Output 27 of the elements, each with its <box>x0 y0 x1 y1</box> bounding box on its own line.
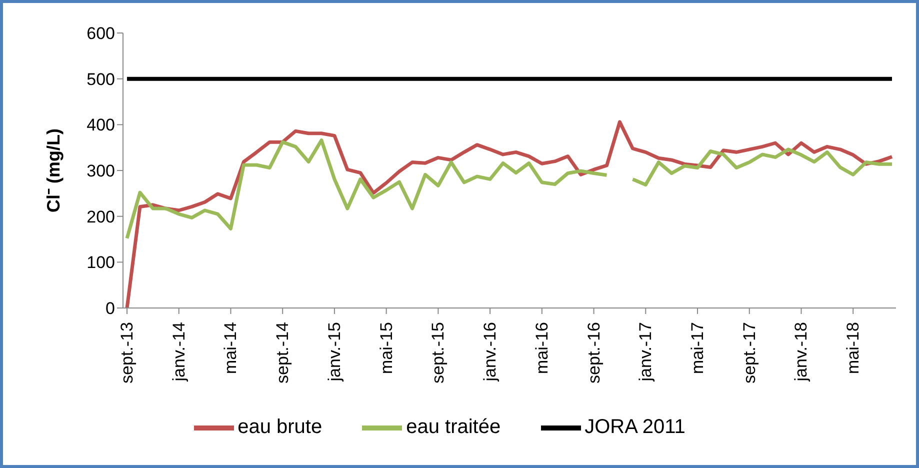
y-tick-label: 200 <box>86 207 115 226</box>
x-tick-label: sept.-14 <box>273 322 292 384</box>
y-tick-label: 400 <box>86 116 115 135</box>
x-tick-label: janv.-15 <box>324 322 344 382</box>
x-tick-label: janv.-17 <box>636 322 656 382</box>
x-tick-label: sept.-17 <box>740 322 759 384</box>
y-axis-title: Cl⁻ (mg/L) <box>43 128 64 212</box>
legend-label: eau traitée <box>406 416 501 438</box>
line-series <box>125 120 894 308</box>
y-tick-label: 0 <box>106 299 115 318</box>
y-tick-label: 500 <box>86 70 115 89</box>
x-tick-label: mai-14 <box>221 322 240 374</box>
x-tick-label: sept.-16 <box>584 322 604 384</box>
legend-label: JORA 2011 <box>584 416 686 438</box>
x-tick-label: sept.-13 <box>118 322 136 384</box>
x-tick-label: sept.-15 <box>428 322 448 384</box>
y-tick-label: 300 <box>86 162 115 181</box>
y-tick-label: 600 <box>86 24 115 44</box>
x-tick-label: mai-16 <box>532 322 552 374</box>
x-tick-label: janv.-18 <box>792 322 811 382</box>
x-tick-label: janv.-14 <box>169 322 188 382</box>
legend-label: eau brute <box>238 416 322 438</box>
x-tick-label: mai-18 <box>844 322 863 374</box>
x-tick-label: mai-15 <box>376 322 396 374</box>
y-tick-label: 100 <box>86 253 115 272</box>
x-tick-label: mai-17 <box>688 322 708 374</box>
x-tick-label: janv.-16 <box>480 322 500 382</box>
